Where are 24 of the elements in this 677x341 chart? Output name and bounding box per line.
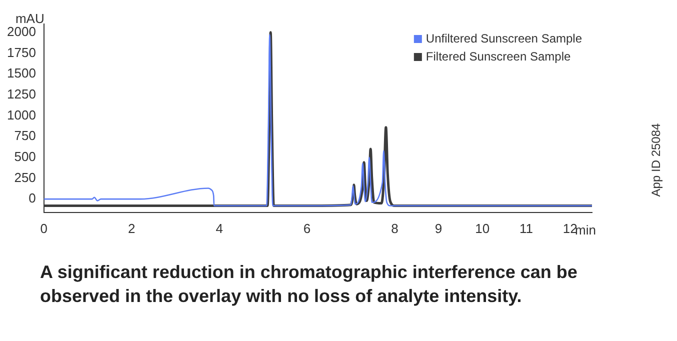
x-tick-label: 9: [434, 220, 442, 236]
y-tick-label: 1000: [7, 107, 36, 122]
x-tick-label: 10: [475, 220, 490, 236]
x-tick-label: 0: [40, 220, 48, 236]
y-tick-label: 1500: [7, 66, 36, 81]
y-tick-label: 250: [14, 170, 36, 185]
text: A significant reduction in chromatographic interference can be observed in the overlay with no loss of analyte intensity.: [40, 261, 578, 308]
x-tick-label: 6: [303, 220, 311, 236]
y-tick-label: 750: [14, 128, 36, 144]
x-tick-label: 4: [216, 220, 223, 236]
x-tick-label: 8: [391, 220, 398, 236]
y-axis-title: mAU: [15, 11, 44, 26]
y-tick-label: 2000: [7, 24, 36, 39]
y-tick-label: 1750: [7, 44, 36, 60]
x-tick-label: 11: [519, 220, 533, 236]
y-tick-label: 0: [28, 190, 36, 206]
y-tick-label: 500: [14, 148, 36, 164]
legend-label: Unfiltered Sunscreen Sample: [426, 31, 582, 46]
y-tick-label: 1250: [7, 86, 36, 102]
x-axis-title: min: [575, 222, 596, 238]
x-tick-label: 12: [562, 220, 578, 236]
text: App ID 25084: [649, 123, 663, 197]
x-tick-label: 2: [128, 220, 136, 236]
legend-label: Filtered Sunscreen Sample: [426, 49, 571, 64]
